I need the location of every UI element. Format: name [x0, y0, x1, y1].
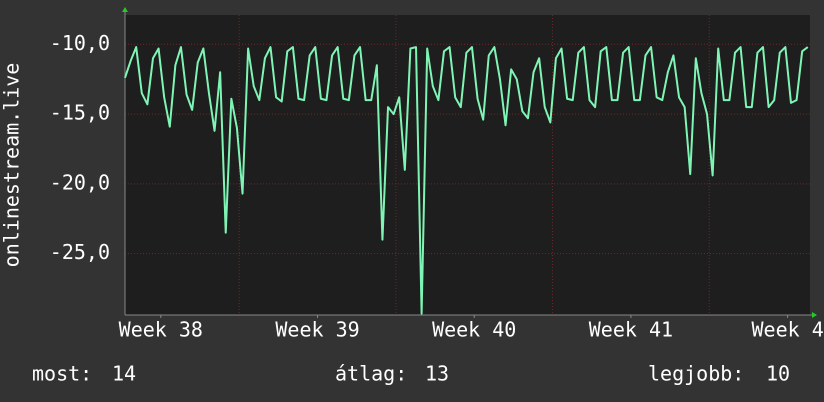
y-tick-label: -10,0	[50, 31, 110, 55]
x-tick-label: Week 40	[432, 318, 516, 342]
stat-label: most:	[32, 362, 92, 386]
axis-arrow	[122, 7, 128, 12]
y-tick-label: -25,0	[50, 240, 110, 264]
y-tick-label: -15,0	[50, 101, 110, 125]
stat-label: legjobb:	[648, 362, 744, 386]
stat-value: 13	[425, 362, 449, 386]
axis-arrow	[812, 312, 817, 318]
x-tick-label: Week 39	[275, 318, 359, 342]
y-axis-label: onlinestream.live	[0, 63, 24, 268]
line-series	[124, 46, 809, 315]
x-tick-label: Week 38	[119, 318, 203, 342]
stat-value: 10	[766, 362, 790, 386]
x-tick-label: Week 41	[589, 318, 673, 342]
x-tick-label: Week 4	[751, 318, 823, 342]
y-tick-label: -20,0	[50, 170, 110, 194]
stat-label: átlag:	[335, 362, 407, 386]
stat-value: 14	[112, 362, 136, 386]
